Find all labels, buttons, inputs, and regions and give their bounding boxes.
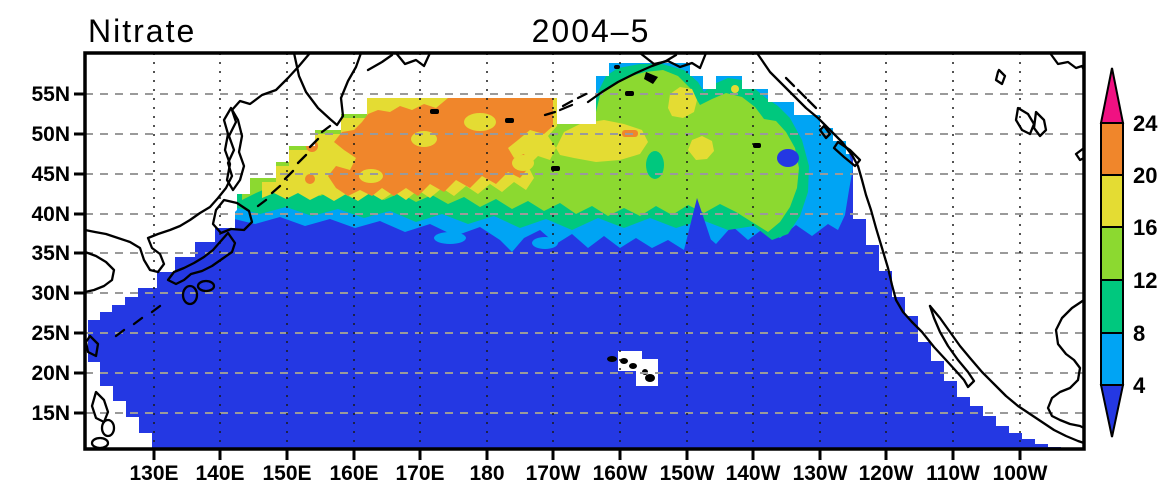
blue-wedge [684, 198, 713, 250]
coast-alaska-mainland [638, 51, 708, 70]
coast-shikoku [196, 279, 216, 293]
lat-tick-label: 50N [31, 123, 70, 146]
colorbar-tick-label: 4 [1133, 373, 1146, 398]
haida-gwaii [818, 124, 832, 140]
coast-koryak [366, 51, 432, 72]
coast-philippines [90, 390, 110, 424]
lon-tick-label: 170W [526, 462, 581, 485]
colorbar-tick-label: 20 [1133, 163, 1157, 188]
yellow-hole [359, 169, 383, 183]
colorbar-arrow-top [1099, 67, 1125, 124]
baja-california [910, 304, 976, 389]
colorbar-seg-20-24 [1100, 122, 1124, 176]
lon-tick-label: 140E [195, 462, 244, 485]
ryukyu-islands [114, 304, 162, 338]
coast-philippines-3 [90, 436, 110, 450]
lon-tick-label: 150W [660, 462, 715, 485]
orange-spot [305, 174, 315, 184]
yellow-hole [464, 113, 496, 131]
cyan-wiggle [434, 232, 466, 244]
lon-tick-label: 110W [926, 462, 980, 485]
lat-tick-label: 35N [31, 242, 70, 265]
lat-tick-label: 25N [31, 322, 70, 345]
colorbar-seg-16-20 [1100, 174, 1124, 228]
lon-ticks [152, 449, 1022, 460]
lat-ticks [74, 92, 85, 415]
vancouver-island [832, 140, 862, 168]
title-left: Nitrate [88, 13, 196, 49]
lat-tick-label: 15N [31, 402, 70, 425]
lon-tick-label: 120W [859, 462, 914, 485]
coast-honshu [166, 231, 237, 286]
map-frame [83, 51, 1086, 451]
lon-axis: 130E 140E 150E 160E 170E 180 170W 160W 1… [129, 462, 1047, 485]
coast-kyushu [181, 284, 199, 306]
lon-tick-label: 180 [469, 462, 504, 485]
coast-mexico [928, 304, 1086, 445]
coast-north-america [755, 51, 914, 324]
lon-tick-label: 170E [395, 462, 444, 485]
coast-topright-corner [1048, 51, 1086, 162]
lon-tick-label: 100W [993, 462, 1048, 485]
coast-gulf-of-mexico [1046, 298, 1086, 430]
coast-hokkaido [211, 198, 254, 235]
lat-tick-label: 40N [31, 203, 70, 226]
title-right: 2004–5 [532, 13, 651, 49]
teal-patch [646, 151, 664, 179]
lon-tick-label: 130E [129, 462, 178, 485]
alexander-archipelago [784, 76, 818, 110]
colorbar-seg-8-12 [1100, 279, 1124, 334]
colorbar-arrow-bottom [1099, 384, 1125, 438]
band-16-20-gulf-b [688, 136, 714, 160]
colorbar-tick-label: 16 [1133, 215, 1157, 240]
coast-siberia-china [83, 51, 312, 274]
lon-tick-label: 160E [329, 462, 378, 485]
lon-tick-label: 130W [793, 462, 848, 485]
lon-tick-label: 150E [262, 462, 311, 485]
kuril-islands [256, 124, 332, 208]
colorbar-tick-label: 12 [1133, 268, 1157, 293]
topright-islands [994, 68, 1048, 138]
coast-sakhalin [222, 106, 246, 192]
coastlines [83, 51, 1086, 450]
colorbar: 24 20 16 12 8 4 [1099, 67, 1158, 438]
field-below-4 [88, 63, 1061, 449]
coast-kamchatka [292, 51, 363, 127]
blue-hole [777, 149, 799, 167]
aleutian-islands [543, 103, 574, 117]
cyan-wiggle [532, 237, 558, 249]
lat-axis: 55N 50N 45N 40N 35N 30N 25N 20N 15N [31, 83, 70, 425]
coast-yellow-sea [83, 250, 116, 294]
coast-philippines-2 [100, 418, 116, 438]
yellow-dot [731, 85, 739, 93]
island-specks [430, 65, 761, 171]
colorbar-seg-4-8 [1100, 332, 1124, 386]
lat-tick-label: 30N [31, 282, 70, 305]
gridlines-vertical [153, 53, 1021, 449]
colorbar-seg-12-16 [1100, 226, 1124, 281]
lat-tick-label: 45N [31, 163, 70, 186]
lat-tick-label: 20N [31, 362, 70, 385]
colorbar-tick-label: 24 [1133, 111, 1158, 136]
kodiak-island [644, 72, 658, 84]
band-20-24-main [328, 98, 553, 196]
lat-tick-label: 55N [31, 83, 70, 106]
yellow-hole [512, 155, 534, 171]
commander-islands [561, 92, 588, 108]
lon-tick-label: 160W [593, 462, 648, 485]
colorbar-tick-label: 8 [1133, 321, 1145, 346]
colorbar-labels: 24 20 16 12 8 4 [1133, 111, 1158, 398]
lon-tick-label: 140W [726, 462, 781, 485]
